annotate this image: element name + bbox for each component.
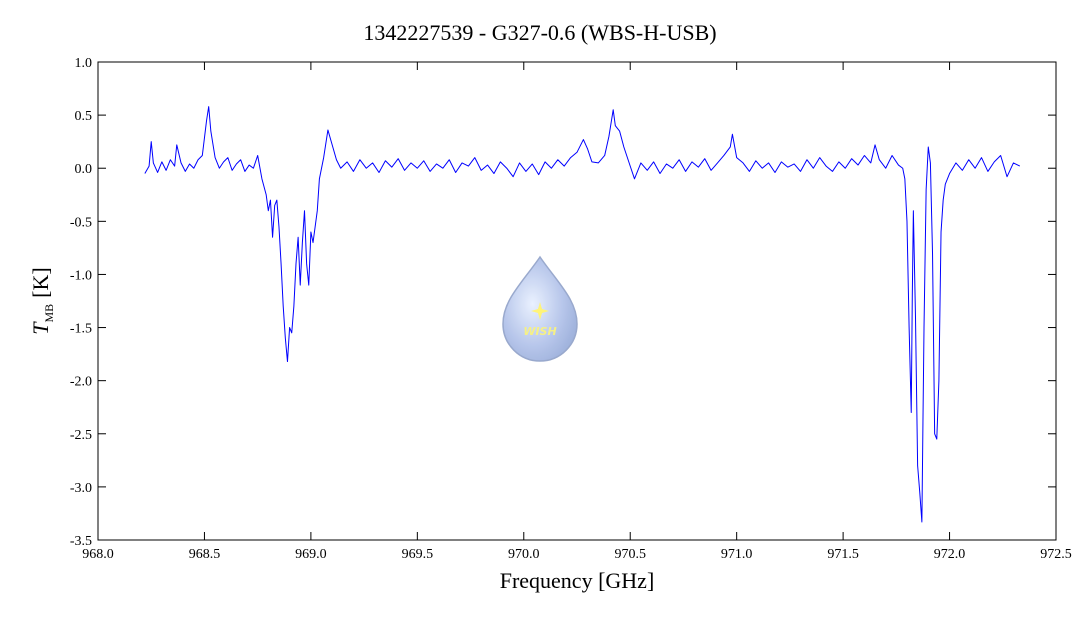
x-tick-label: 972.5 xyxy=(1040,547,1072,562)
y-tick-label: -3.0 xyxy=(70,481,92,496)
x-tick-label: 970.0 xyxy=(508,547,540,562)
x-tick-label: 971.5 xyxy=(827,547,859,562)
plot-frame xyxy=(97,61,1057,541)
x-tick-label: 968.5 xyxy=(189,547,221,562)
y-tick-label: 1.0 xyxy=(75,56,93,71)
y-tick-label: 0.5 xyxy=(75,109,93,124)
chart-title: 1342227539 - G327-0.6 (WBS-H-USB) xyxy=(363,20,716,45)
y-tick-label: -1.5 xyxy=(70,322,92,337)
spectrum-line xyxy=(144,106,1021,523)
y-axis-label: TMB [K] xyxy=(28,267,56,334)
y-tick-label: -3.5 xyxy=(70,534,92,549)
y-tick-label: 0.0 xyxy=(75,162,93,177)
x-axis-label: Frequency [GHz] xyxy=(500,568,655,593)
y-axis-subscript: MB xyxy=(42,304,56,323)
y-tick-label: -1.0 xyxy=(70,268,92,283)
logo: WISH xyxy=(502,255,578,362)
y-axis-unit: [K] xyxy=(28,267,53,298)
x-tick-label: 972.0 xyxy=(934,547,966,562)
x-tick-label: 970.5 xyxy=(614,547,646,562)
y-axis-symbol: T xyxy=(28,321,53,335)
x-tick-label: 971.0 xyxy=(721,547,753,562)
x-tick-label: 969.0 xyxy=(295,547,327,562)
y-tick-label: -0.5 xyxy=(70,215,92,230)
logo-text: WISH xyxy=(523,325,556,338)
x-tick-label: 968.0 xyxy=(82,547,114,562)
x-tick-label: 969.5 xyxy=(402,547,434,562)
y-tick-label: -2.5 xyxy=(70,428,92,443)
logo-star xyxy=(531,302,549,320)
y-tick-label: -2.0 xyxy=(70,375,92,390)
